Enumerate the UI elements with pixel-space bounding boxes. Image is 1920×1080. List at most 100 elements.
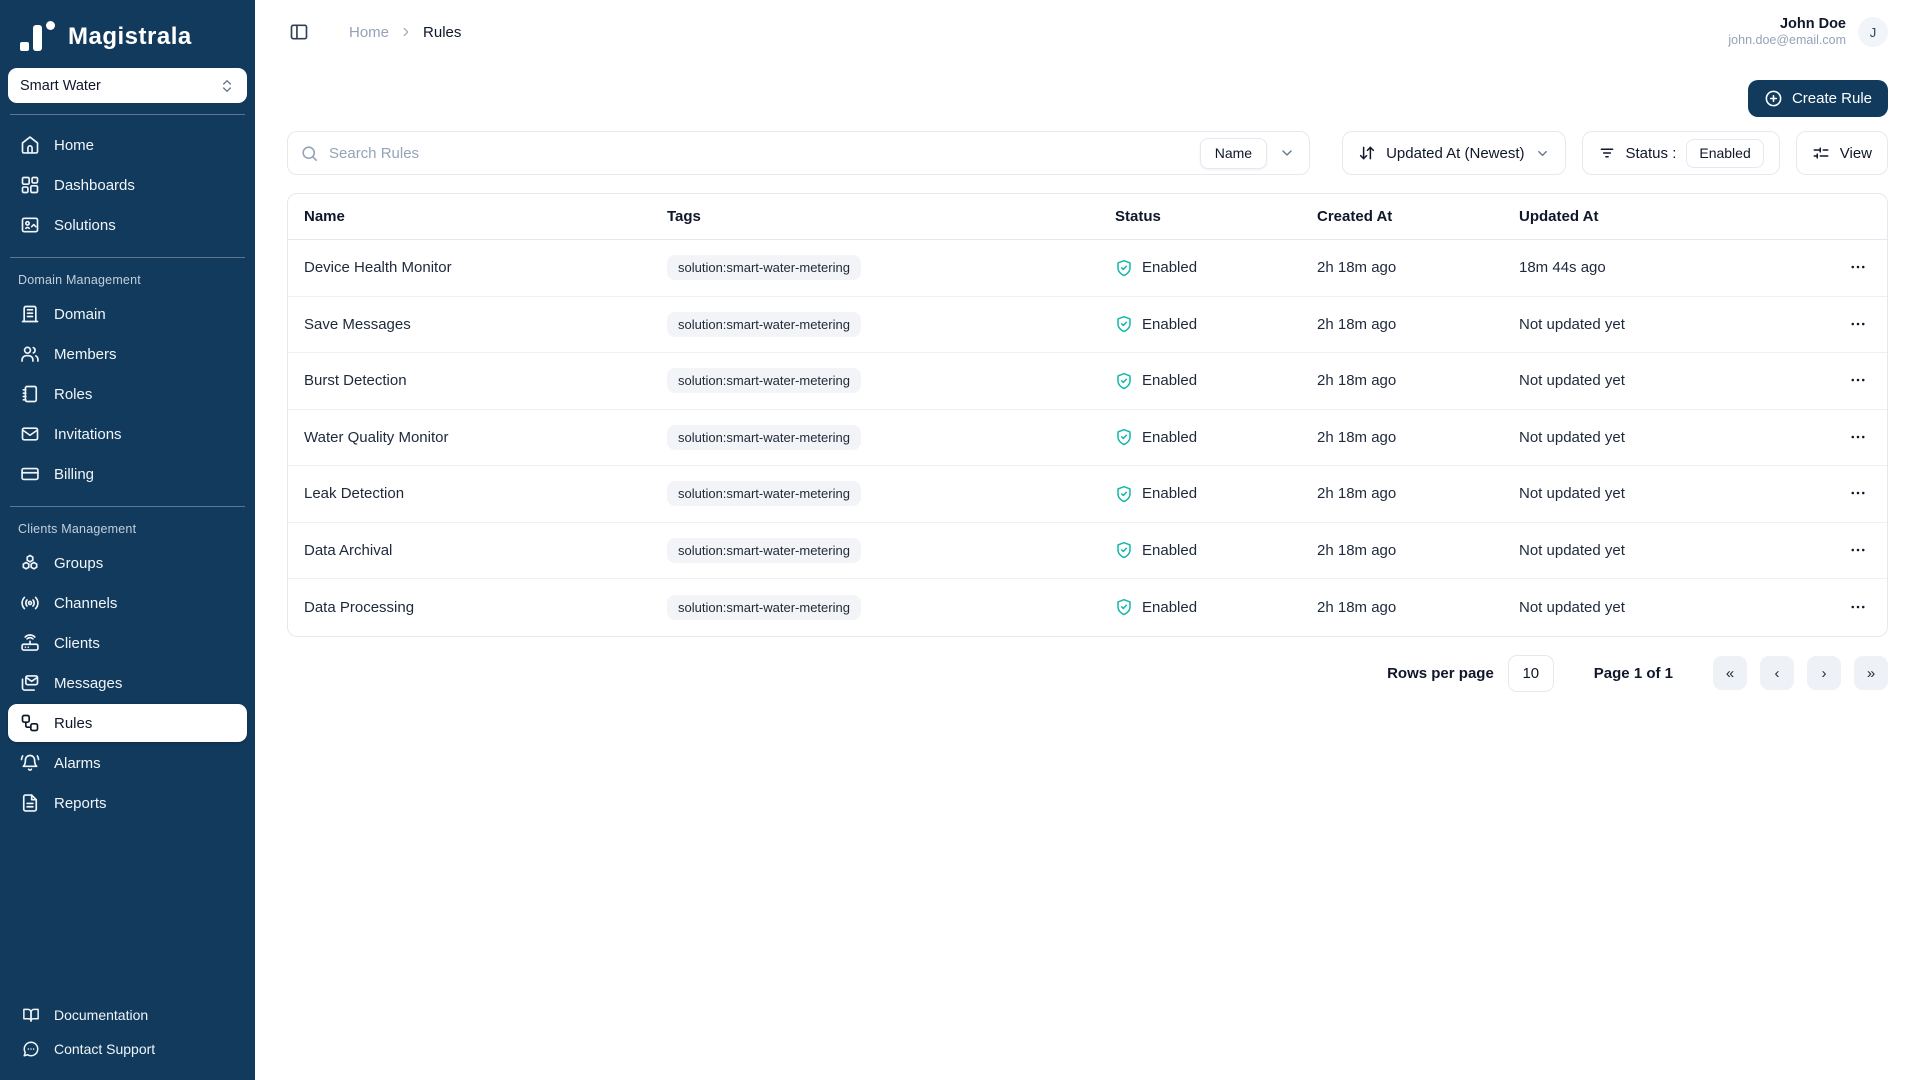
status-filter-value[interactable]: Enabled xyxy=(1686,138,1764,168)
rule-tags-cell: solution:smart-water-metering xyxy=(667,594,1115,620)
table-row[interactable]: Data Archival solution:smart-water-meter… xyxy=(288,523,1887,579)
table-row[interactable]: Leak Detection solution:smart-water-mete… xyxy=(288,466,1887,523)
column-header-created: Created At xyxy=(1317,208,1393,225)
ellipsis-icon xyxy=(1849,598,1867,616)
rule-created-at: 2h 18m ago xyxy=(1317,315,1397,333)
row-actions-menu-button[interactable] xyxy=(1845,537,1871,563)
table-header-row: Name Tags Status Created At Updated At xyxy=(288,194,1887,240)
rule-name: Water Quality Monitor xyxy=(304,428,449,446)
row-actions-menu-button[interactable] xyxy=(1845,311,1871,337)
tag-badge: solution:smart-water-metering xyxy=(667,311,861,337)
rule-status: Enabled xyxy=(1115,541,1317,559)
status-text: Enabled xyxy=(1142,485,1198,503)
sidebar-item-alarms[interactable]: Alarms xyxy=(8,744,247,782)
sidebar-item-messages[interactable]: Messages xyxy=(8,664,247,702)
pagination-bar: Rows per page Page 1 of 1 « ‹ › » xyxy=(287,654,1888,692)
sidebar-item-groups[interactable]: Groups xyxy=(8,544,247,582)
building-icon xyxy=(20,304,40,324)
sidebar-toggle-button[interactable] xyxy=(287,20,311,44)
search-icon xyxy=(300,144,319,163)
last-page-button[interactable]: » xyxy=(1854,656,1888,690)
sidebar-item-invitations[interactable]: Invitations xyxy=(8,415,247,453)
rule-name: Save Messages xyxy=(304,315,411,333)
rule-updated-at: Not updated yet xyxy=(1519,485,1625,503)
brand-name: Magistrala xyxy=(68,23,192,50)
next-page-button[interactable]: › xyxy=(1807,656,1841,690)
main-content: Home Rules John Doe john.doe@email.com J… xyxy=(255,0,1920,1080)
table-row[interactable]: Save Messages solution:smart-water-meter… xyxy=(288,297,1887,353)
ellipsis-icon xyxy=(1849,258,1867,276)
rule-status: Enabled xyxy=(1115,598,1317,616)
users-icon xyxy=(20,344,40,364)
status-text: Enabled xyxy=(1142,315,1198,333)
rule-tags-cell: solution:smart-water-metering xyxy=(667,481,1115,507)
sidebar-item-reports[interactable]: Reports xyxy=(8,784,247,822)
first-page-button[interactable]: « xyxy=(1713,656,1747,690)
sidebar-item-rules[interactable]: Rules xyxy=(8,704,247,742)
workspace-selector[interactable]: Smart Water xyxy=(8,68,247,103)
rule-updated-at: Not updated yet xyxy=(1519,315,1625,333)
view-options-button[interactable]: View xyxy=(1795,131,1888,175)
table-row[interactable]: Burst Detection solution:smart-water-met… xyxy=(288,353,1887,410)
breadcrumb-home[interactable]: Home xyxy=(349,23,390,41)
sidebar-item-members[interactable]: Members xyxy=(8,335,247,373)
row-actions-menu-button[interactable] xyxy=(1845,254,1871,280)
sidebar-item-domain[interactable]: Domain xyxy=(8,295,247,333)
ellipsis-icon xyxy=(1849,484,1867,502)
rule-status: Enabled xyxy=(1115,485,1317,503)
user-menu[interactable]: John Doe john.doe@email.com J xyxy=(1728,15,1888,49)
sidebar-item-label: Reports xyxy=(54,794,107,812)
create-rule-button[interactable]: Create Rule xyxy=(1747,80,1888,117)
sidebar-item-roles[interactable]: Roles xyxy=(8,375,247,413)
pager-buttons: « ‹ › » xyxy=(1713,656,1888,690)
ellipsis-icon xyxy=(1849,315,1867,333)
search-input[interactable] xyxy=(329,144,1190,162)
row-actions-menu-button[interactable] xyxy=(1845,480,1871,506)
notebook-icon xyxy=(20,384,40,404)
sidebar: Magistrala Smart Water Home Dashboards S… xyxy=(0,0,255,1080)
sidebar-item-home[interactable]: Home xyxy=(8,126,247,164)
sidebar-item-channels[interactable]: Channels xyxy=(8,584,247,622)
sidebar-item-dashboards[interactable]: Dashboards xyxy=(8,166,247,204)
avatar[interactable]: J xyxy=(1858,17,1888,47)
search-field-dropdown-button[interactable] xyxy=(1277,143,1297,163)
file-text-icon xyxy=(20,793,40,813)
sidebar-item-documentation[interactable]: Documentation xyxy=(8,1000,247,1030)
sort-dropdown-label: Updated At (Newest) xyxy=(1386,144,1525,162)
status-filter[interactable]: Status : Enabled xyxy=(1581,131,1780,175)
radio-icon xyxy=(20,593,40,613)
shield-check-icon xyxy=(1115,259,1133,277)
sidebar-item-billing[interactable]: Billing xyxy=(8,455,247,493)
table-row[interactable]: Device Health Monitor solution:smart-wat… xyxy=(288,240,1887,297)
row-actions-menu-button[interactable] xyxy=(1845,424,1871,450)
search-field-selector[interactable]: Name xyxy=(1199,137,1268,169)
rule-status: Enabled xyxy=(1115,315,1317,333)
section-label-domain-management: Domain Management xyxy=(18,273,141,287)
sidebar-item-label: Dashboards xyxy=(54,176,135,194)
sort-dropdown[interactable]: Updated At (Newest) xyxy=(1342,131,1566,175)
top-bar: Home Rules John Doe john.doe@email.com J xyxy=(287,0,1888,64)
row-actions-menu-button[interactable] xyxy=(1845,367,1871,393)
status-filter-label: Status : xyxy=(1625,144,1677,162)
table-row[interactable]: Data Processing solution:smart-water-met… xyxy=(288,579,1887,636)
sidebar-item-clients[interactable]: Clients xyxy=(8,624,247,662)
tag-badge: solution:smart-water-metering xyxy=(667,368,861,394)
row-actions-menu-button[interactable] xyxy=(1845,594,1871,620)
view-options-label: View xyxy=(1839,144,1872,162)
router-icon xyxy=(20,633,40,653)
rule-name: Burst Detection xyxy=(304,372,407,390)
sidebar-item-label: Invitations xyxy=(54,425,122,443)
sidebar-item-label: Members xyxy=(54,345,117,363)
sidebar-item-label: Billing xyxy=(54,465,95,483)
filter-row: Name Updated At (Newest) Status : Enable… xyxy=(287,131,1888,175)
previous-page-button[interactable]: ‹ xyxy=(1760,656,1794,690)
chevron-right-icon xyxy=(399,25,413,39)
rows-per-page-input[interactable] xyxy=(1507,654,1554,692)
sidebar-item-contact-support[interactable]: Contact Support xyxy=(8,1034,247,1064)
table-row[interactable]: Water Quality Monitor solution:smart-wat… xyxy=(288,410,1887,466)
breadcrumb: Home Rules xyxy=(349,24,461,41)
mail-icon xyxy=(20,424,40,444)
rule-updated-at: 18m 44s ago xyxy=(1519,259,1606,277)
rule-created-at: 2h 18m ago xyxy=(1317,372,1397,390)
sidebar-item-solutions[interactable]: Solutions xyxy=(8,206,247,244)
